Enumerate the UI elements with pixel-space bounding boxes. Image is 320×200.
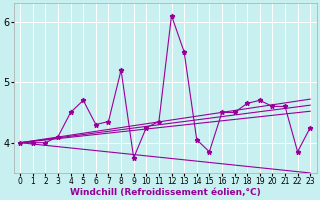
X-axis label: Windchill (Refroidissement éolien,°C): Windchill (Refroidissement éolien,°C) — [70, 188, 260, 197]
